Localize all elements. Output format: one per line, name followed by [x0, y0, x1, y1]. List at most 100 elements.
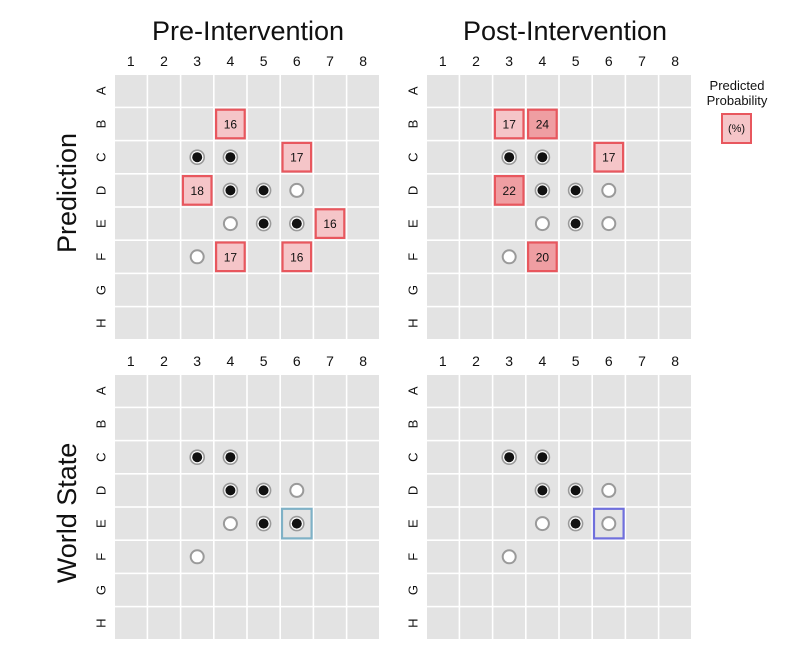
board-cell [115, 507, 147, 540]
column-label: 6 [605, 53, 613, 69]
board-cell [626, 441, 658, 473]
probability-value: 16 [290, 250, 304, 264]
board-cell [281, 441, 313, 473]
legend-unit-label: (%) [728, 123, 745, 135]
board-cell [659, 141, 691, 173]
board-cell [493, 207, 525, 240]
board-cell [427, 441, 459, 473]
board-cell [559, 574, 592, 606]
board-cell [281, 408, 313, 440]
board-cell [281, 108, 313, 140]
column-label: 2 [472, 53, 480, 69]
white-disc [601, 182, 617, 198]
column-label: 5 [572, 353, 580, 369]
board-cell [247, 375, 280, 407]
black-disc [537, 185, 548, 196]
board-cell [626, 75, 658, 107]
board-cell [427, 174, 459, 207]
black-disc [504, 452, 515, 463]
board-cell [460, 174, 492, 207]
board-cell [115, 541, 147, 573]
board-cell [347, 307, 379, 339]
board-cell [148, 507, 180, 540]
column-label: 2 [160, 53, 168, 69]
probability-box [215, 241, 246, 273]
board-cell [559, 75, 592, 107]
board-cell [427, 507, 459, 540]
board-cell [493, 507, 525, 540]
row-label: H [406, 319, 421, 328]
board-cell [659, 541, 691, 573]
board-cell [247, 408, 280, 440]
board-cell [626, 241, 658, 273]
row-label: G [406, 585, 421, 595]
column-label: 3 [193, 353, 201, 369]
board-cell [559, 607, 592, 639]
column-label: 8 [671, 53, 679, 69]
board-cell [247, 75, 280, 107]
row-label: B [94, 120, 109, 129]
black-disc [225, 452, 236, 463]
board-cell [559, 108, 592, 140]
board-cell [347, 541, 379, 573]
probability-box [281, 141, 313, 173]
board-cell [559, 441, 592, 473]
board-cell [659, 574, 691, 606]
board-cell [593, 441, 625, 473]
board-cell [559, 141, 592, 173]
row-label: G [406, 285, 421, 295]
white-disc [601, 516, 617, 532]
board-cell [659, 375, 691, 407]
board-cell [115, 607, 147, 639]
row-label: A [94, 86, 109, 95]
white-disc [289, 482, 305, 498]
white-disc [601, 216, 617, 232]
board-cell [659, 474, 691, 507]
board-cell [148, 408, 180, 440]
black-disc [570, 518, 581, 529]
row-label: A [406, 86, 421, 95]
row-label: B [406, 120, 421, 129]
board-cell [148, 108, 180, 140]
probability-value: 24 [536, 118, 550, 132]
row-label: C [94, 153, 109, 162]
black-disc [225, 152, 236, 163]
column-label: 7 [638, 353, 646, 369]
board-cell [526, 408, 559, 440]
board-cell [247, 141, 280, 173]
column-label: 1 [127, 53, 135, 69]
board-cell [460, 574, 492, 606]
board-cell [347, 207, 379, 240]
white-disc [534, 216, 550, 232]
row-label: A [406, 386, 421, 395]
board-cell [181, 274, 213, 306]
board-cell [593, 408, 625, 440]
column-label: 3 [505, 53, 513, 69]
probability-box [493, 175, 525, 206]
white-disc [189, 549, 205, 565]
row-label: C [406, 153, 421, 162]
board-cell [526, 75, 559, 107]
board-cell [314, 274, 346, 306]
board-cell [460, 607, 492, 639]
board-cell [626, 207, 658, 240]
board-cell [148, 274, 180, 306]
probability-box [314, 208, 346, 240]
board-cell [427, 607, 459, 639]
board-cell [493, 607, 525, 639]
column-label: 7 [326, 353, 334, 369]
board-cell [148, 141, 180, 173]
row-label: H [94, 619, 109, 628]
board-cell [626, 541, 658, 573]
column-label: 5 [260, 53, 268, 69]
row-label: G [94, 285, 109, 295]
board-cell [593, 375, 625, 407]
board-cell [148, 174, 180, 207]
board-cell [427, 574, 459, 606]
board-cell [281, 307, 313, 339]
board-cell [347, 507, 379, 540]
white-disc [222, 216, 238, 232]
board-cell [427, 375, 459, 407]
